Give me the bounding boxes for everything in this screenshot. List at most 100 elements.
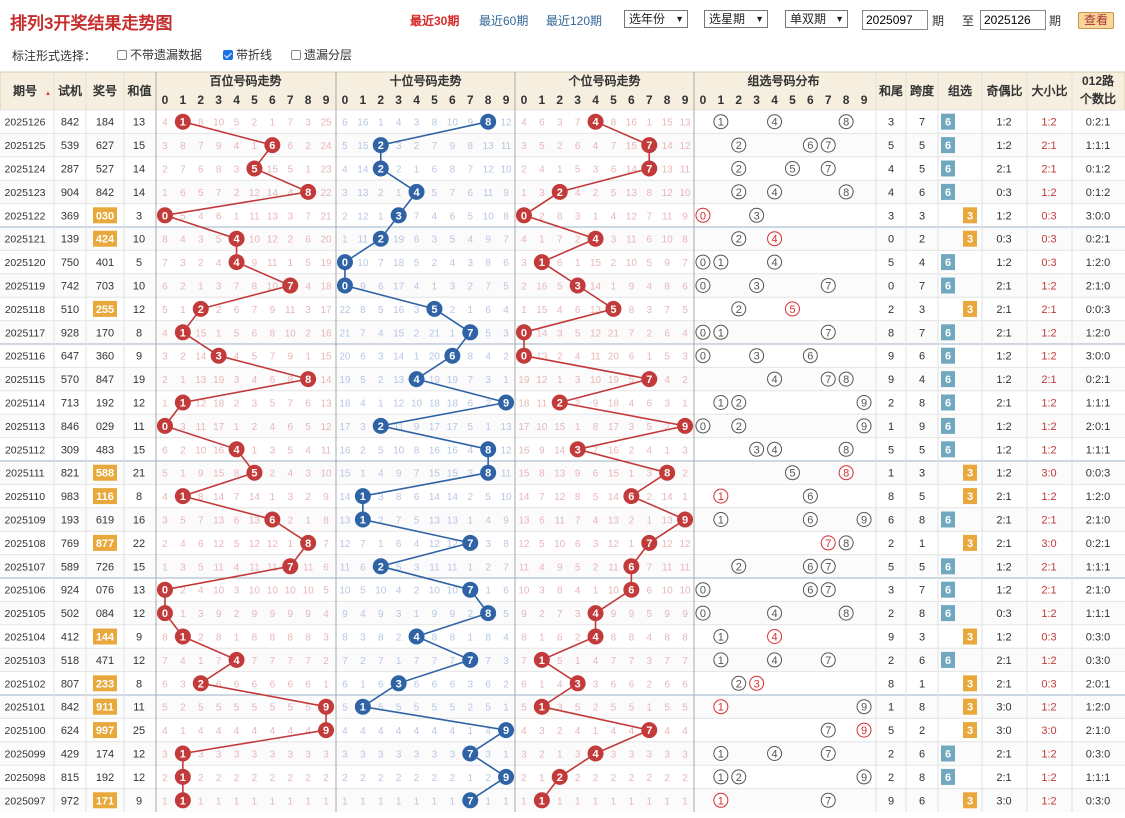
tail-cell: 3 (888, 210, 894, 222)
missing-count: 9 (323, 492, 329, 503)
header-digit-g-2: 2 (735, 93, 742, 107)
group-badge (941, 277, 955, 294)
group-digit-circle (695, 254, 711, 270)
missing-count: 1 (575, 656, 581, 667)
period-cell: 2025124 (5, 164, 46, 176)
missing-count: 7 (414, 469, 420, 480)
missing-count: 15 (320, 352, 332, 363)
missing-count: 3 (664, 399, 670, 410)
group-digit: 7 (825, 374, 831, 386)
missing-count: 2 (629, 516, 635, 527)
span-cell: 8 (919, 398, 925, 410)
header-route-tail: 个数比 (1079, 91, 1116, 106)
missing-count: 7 (467, 375, 473, 386)
header-digit-t-6: 6 (449, 93, 456, 107)
trend-ball-u (587, 605, 604, 622)
missing-count: 15 (267, 165, 279, 176)
sum-cell: 15 (133, 561, 145, 573)
trend-ball-t (462, 324, 479, 341)
group-digit-circle (838, 371, 854, 387)
trend-ball-t (354, 511, 371, 528)
prize-cell: 360 (96, 351, 114, 363)
checkbox-checked-icon[interactable] (223, 49, 233, 60)
week-select[interactable]: 选星期 ▼ (704, 10, 768, 28)
trial-cell: 750 (61, 257, 79, 269)
checkbox-icon[interactable] (291, 49, 301, 60)
missing-count: 4 (360, 726, 366, 737)
missing-count: 6 (467, 188, 473, 199)
query-button[interactable]: 查看 (1078, 12, 1114, 29)
missing-count: 1 (360, 469, 366, 480)
group-type-cell: 6 (945, 772, 951, 784)
missing-count: 6 (485, 305, 491, 316)
missing-count: 1 (378, 211, 384, 222)
missing-count: 4 (270, 726, 276, 737)
missing-count: 7 (287, 118, 293, 129)
tail-cell: 5 (888, 257, 894, 269)
trend-ball-t (498, 768, 515, 785)
missing-count: 7 (646, 562, 652, 573)
missing-count: 6 (629, 679, 635, 690)
missing-count: 5 (198, 188, 204, 199)
missing-count: 3 (539, 188, 545, 199)
recent-120-link[interactable]: 最近120期 (546, 14, 603, 28)
missing-count: 3 (396, 141, 402, 152)
missing-count: 3 (216, 750, 222, 761)
group-digit-circle (713, 699, 729, 715)
missing-count: 6 (664, 679, 670, 690)
trend-ball-u (569, 441, 586, 458)
sum-cell: 12 (133, 749, 145, 761)
missing-count: 7 (432, 141, 438, 152)
missing-count: 1 (198, 796, 204, 807)
option-no-missing[interactable]: 不带遗漏数据 (117, 46, 202, 63)
missing-count: 11 (555, 516, 566, 527)
missing-count: 4 (575, 586, 581, 597)
year-select[interactable]: 选年份 ▼ (624, 10, 688, 28)
group-badge (963, 207, 977, 224)
group-badge (941, 417, 955, 434)
span-cell: 7 (919, 117, 925, 129)
missing-count: 1 (342, 796, 348, 807)
parity-select[interactable]: 单双期 ▼ (785, 10, 848, 28)
missing-count: 6 (216, 679, 222, 690)
odd-even-cell: 2:1 (996, 678, 1011, 690)
trend-ball-u (641, 534, 658, 551)
tail-cell: 2 (888, 655, 894, 667)
header-digit-t-2: 2 (377, 93, 384, 107)
prize-cell: 619 (96, 515, 114, 527)
trend-ball-digit: 2 (198, 678, 204, 690)
missing-count: 5 (664, 352, 670, 363)
missing-count: 2 (198, 258, 204, 269)
missing-count: 1 (557, 796, 563, 807)
recent-30-link[interactable]: 最近30期 (410, 14, 460, 28)
trend-ball-h (156, 417, 173, 434)
missing-count: 4 (664, 375, 670, 386)
checkbox-icon[interactable] (117, 49, 127, 60)
sum-cell: 9 (136, 795, 142, 807)
trend-ball-digit: 7 (646, 374, 652, 386)
missing-count: 4 (252, 726, 258, 737)
trend-ball-digit: 4 (413, 187, 420, 199)
big-small-cell: 1:2 (1041, 795, 1056, 807)
missing-count: 3 (432, 750, 438, 761)
prize-cell: 842 (96, 187, 114, 199)
option-with-line[interactable]: 带折线 (223, 46, 272, 63)
table-row (0, 695, 1125, 719)
missing-count: 7 (450, 188, 456, 199)
period-to-input[interactable] (980, 10, 1046, 30)
recent-60-link[interactable]: 最近60期 (479, 14, 529, 28)
period-cell: 2025102 (5, 678, 46, 690)
option-missing-layer[interactable]: 遗漏分层 (291, 46, 352, 63)
group-badge (941, 113, 955, 130)
period-from-input[interactable] (862, 10, 928, 30)
missing-count: 13 (447, 516, 459, 527)
table-row (0, 671, 1125, 695)
group-digit: 7 (825, 561, 831, 573)
group-badge (941, 324, 955, 341)
missing-count: 2 (162, 773, 168, 784)
missing-count: 2 (539, 211, 545, 222)
missing-count: 17 (608, 422, 620, 433)
prize-cell: 116 (96, 491, 114, 503)
missing-count: 10 (536, 422, 548, 433)
period-cell: 2025111 (5, 468, 44, 480)
